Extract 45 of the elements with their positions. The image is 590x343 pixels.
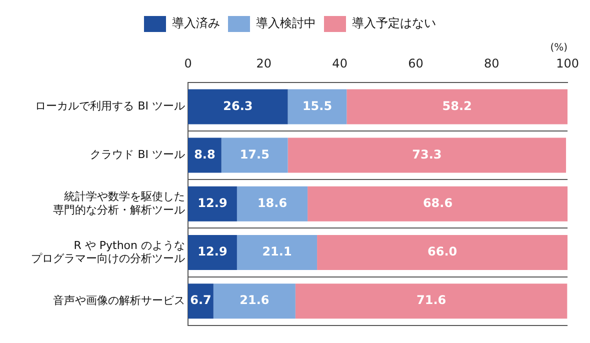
data-label: 66.0 <box>427 244 458 259</box>
data-label: 17.5 <box>240 147 270 162</box>
bar <box>295 284 568 319</box>
x-tick-label: 100 <box>556 56 579 70</box>
y-tick-label: 音声や画像の解析サービス <box>53 294 185 307</box>
x-tick-label: 0 <box>184 56 192 70</box>
data-label: 68.6 <box>422 196 453 210</box>
bar <box>346 89 568 124</box>
data-label: 21.6 <box>240 293 270 308</box>
x-tick-label: 40 <box>332 56 348 70</box>
data-label: 58.2 <box>442 98 472 113</box>
data-label: 26.3 <box>223 98 253 113</box>
bar <box>221 138 288 173</box>
y-tick-label: 統計学や数学を駆使した専門的な分析・解析ツール <box>53 190 185 216</box>
data-label: 8.8 <box>194 147 216 162</box>
data-label: 21.1 <box>262 244 292 259</box>
data-label: 12.9 <box>198 196 228 210</box>
bar <box>236 186 308 222</box>
data-label: 73.3 <box>412 147 442 162</box>
y-tick-label: ローカルで利用する BI ツール <box>35 100 185 113</box>
bar <box>213 284 296 319</box>
data-label: 15.5 <box>302 98 332 113</box>
x-axis-title: (%) <box>550 42 568 54</box>
legend-label: 導入済み <box>172 16 220 30</box>
data-label: 18.6 <box>257 196 288 210</box>
bar <box>236 235 318 270</box>
x-tick-label: 20 <box>256 56 272 70</box>
bar <box>288 138 566 173</box>
bar <box>188 235 237 270</box>
y-tick-label: R や Python のようなプログラマー向けの分析ツール <box>31 238 185 265</box>
bar <box>188 89 288 124</box>
bar <box>288 89 347 124</box>
legend-label: 導入検討中 <box>256 16 316 30</box>
bar <box>188 284 214 319</box>
y-tick-label: クラウド BI ツール <box>90 148 185 162</box>
data-label: 71.6 <box>416 293 446 308</box>
data-label: 6.7 <box>190 293 212 308</box>
bar <box>188 138 222 173</box>
bar <box>308 186 568 222</box>
x-tick-label: 80 <box>484 56 500 70</box>
legend-label: 導入予定はない <box>352 16 436 30</box>
data-label: 12.9 <box>198 244 228 259</box>
bar <box>317 235 568 270</box>
bar <box>188 186 237 222</box>
x-tick-label: 60 <box>408 56 424 70</box>
